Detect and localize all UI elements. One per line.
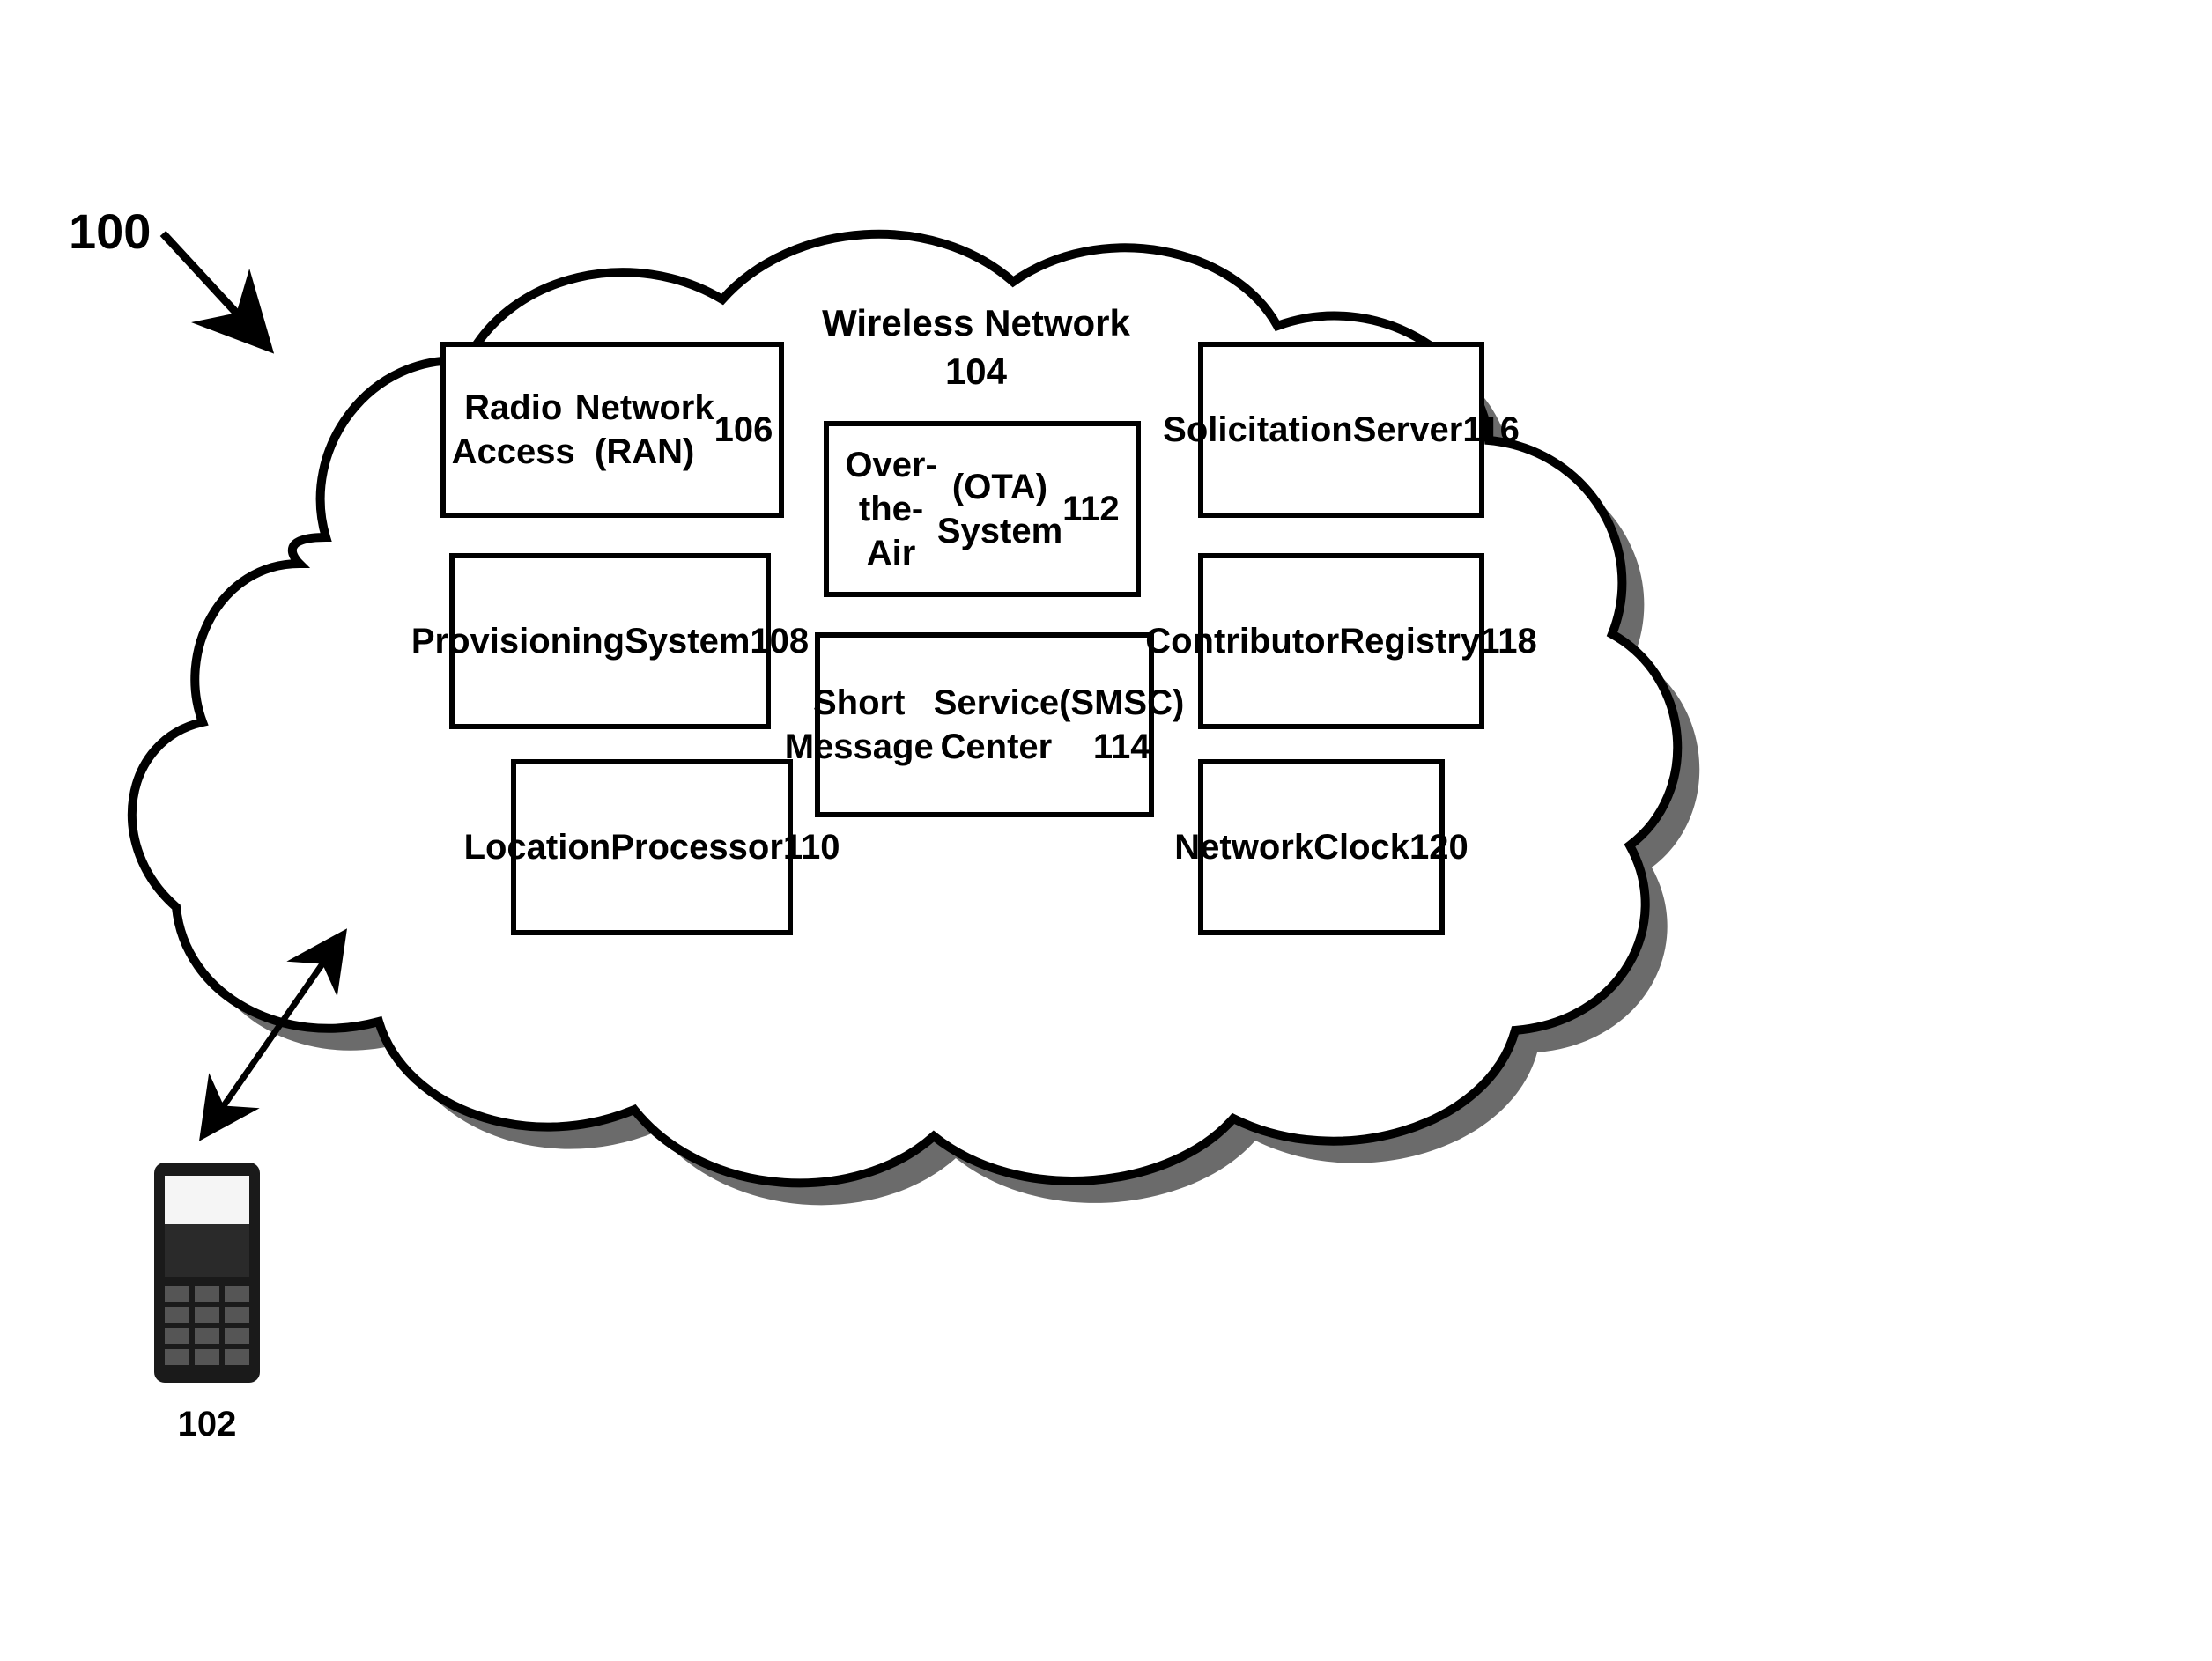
fig-pointer-arrow [163,233,269,348]
box-ran: Radio AccessNetwork (RAN)106 [440,342,784,518]
box-prov: ProvisioningSystem108 [449,553,771,729]
box-smsc: Short MessageService Center(SMSC) 114 [815,632,1154,817]
phone-icon [154,1163,260,1383]
figure-number: 100 [69,203,151,260]
phone-cloud-link [203,934,344,1136]
cloud-title-ref: 104 [945,351,1007,392]
cloud-svg [0,0,2212,1661]
box-clock: NetworkClock120 [1198,759,1445,935]
diagram-canvas: 100 Wireless Network 104 Radio AccessNet… [0,0,2212,1661]
box-creg: ContributorRegistry118 [1198,553,1484,729]
cloud-title: Wireless Network 104 [800,299,1152,395]
box-ota: Over-the-Air(OTA) System112 [824,421,1141,597]
box-loc: LocationProcessor110 [511,759,793,935]
cloud-title-text: Wireless Network [822,302,1130,343]
phone-ref-label: 102 [150,1405,264,1444]
box-sol: SolicitationServer116 [1198,342,1484,518]
